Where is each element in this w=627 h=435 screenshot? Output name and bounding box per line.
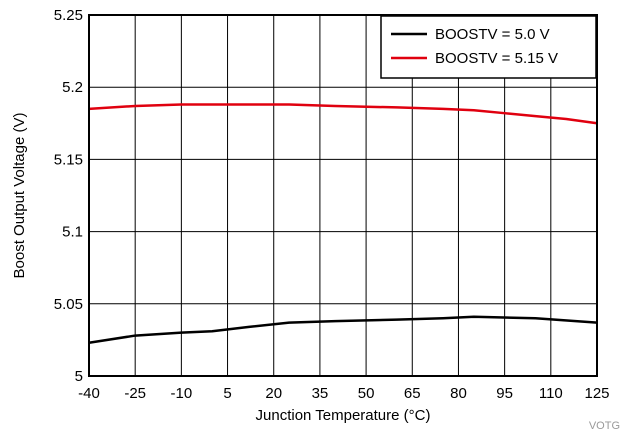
x-tick-label: 35: [312, 385, 329, 402]
y-tick-label: 5.05: [54, 296, 83, 313]
x-axis-ticks: -40 -25 -10 5 20 35 50 65 80 95 110 125: [78, 385, 609, 402]
y-tick-label: 5.1: [62, 224, 83, 241]
y-tick-label: 5: [75, 368, 83, 385]
x-tick-label: 65: [404, 385, 421, 402]
x-tick-label: 80: [450, 385, 467, 402]
x-tick-label: 50: [358, 385, 375, 402]
series-lines: [88, 103, 598, 345]
x-tick-label: -40: [78, 385, 100, 402]
legend: BOOSTV = 5.0 V BOOSTV = 5.15 V: [380, 15, 597, 79]
y-tick-label: 5.25: [54, 7, 83, 24]
grid-lines: [89, 15, 597, 376]
figure-code-watermark: VOTG: [589, 420, 620, 432]
y-tick-label: 5.2: [62, 79, 83, 96]
series-line-0: [88, 315, 598, 345]
series-line-1: [88, 103, 598, 125]
plot-area-frame: [88, 14, 598, 377]
x-tick-label: 125: [584, 385, 609, 402]
legend-entry-boostv-5-0: BOOSTV = 5.0 V: [435, 26, 550, 43]
x-tick-label: 20: [265, 385, 282, 402]
y-axis-ticks: 5 5.05 5.1 5.15 5.2 5.25: [54, 7, 83, 385]
legend-box: [380, 15, 597, 79]
y-axis-label: Boost Output Voltage (V): [11, 113, 28, 279]
legend-entry-boostv-5-15: BOOSTV = 5.15 V: [435, 50, 558, 67]
x-tick-label: -10: [171, 385, 193, 402]
x-tick-label: 110: [539, 385, 563, 402]
x-tick-label: -25: [124, 385, 146, 402]
y-tick-label: 5.15: [54, 151, 83, 168]
x-tick-label: 95: [496, 385, 513, 402]
x-tick-label: 5: [223, 385, 231, 402]
x-axis-label: Junction Temperature (°C): [256, 407, 431, 424]
